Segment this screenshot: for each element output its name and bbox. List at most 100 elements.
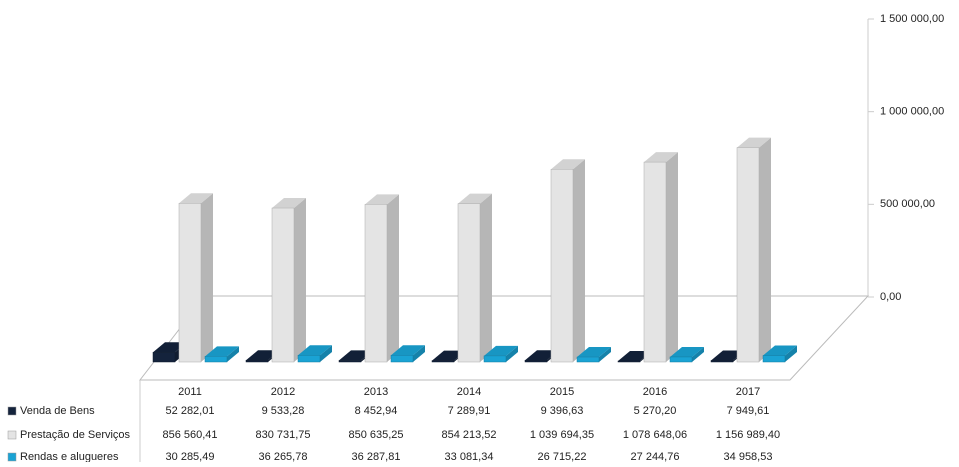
bar-face [204,356,228,363]
legend-label: Venda de Bens [20,405,95,417]
bar-face [432,350,466,361]
bar [762,345,797,363]
bar-face [573,159,585,362]
bar [364,194,399,363]
table-value: 36 287,81 [352,451,401,462]
bar-face [763,345,797,356]
bar-face [484,345,518,356]
y-tick-label: 500 000,00 [880,198,935,210]
table-value: 26 715,22 [538,451,587,462]
bar-face [670,346,704,357]
bar [643,152,678,363]
bar-face [339,350,373,361]
x-tick-label: 2016 [643,386,667,398]
bar-face [550,169,574,363]
x-tick-label: 2011 [178,386,202,398]
bar-face [320,345,332,362]
table-value: 7 949,61 [727,405,770,417]
bar-face [577,347,611,358]
bar-face [599,347,611,362]
bar-face [762,355,786,363]
bar-face [413,345,425,362]
bar-face [201,193,213,362]
x-tick-label: 2014 [457,386,481,398]
table-value: 830 731,75 [255,429,310,441]
legend-swatch [7,430,17,440]
bar [483,345,518,363]
x-tick-label: 2012 [271,386,295,398]
bar-face [525,350,559,361]
table-value: 1 156 989,40 [716,429,780,441]
bar [576,347,611,363]
bar [204,346,239,363]
bar-face [457,203,481,363]
bar-face [227,346,239,362]
table-value: 1 039 694,35 [530,429,594,441]
bar-face [298,345,332,356]
x-tick-label: 2017 [736,386,760,398]
table-value: 9 396,63 [541,405,584,417]
legend-swatch [7,406,17,416]
bar-face [618,351,652,362]
bar [297,345,332,363]
table-value: 854 213,52 [441,429,496,441]
bar-face [294,198,306,362]
table-value: 5 270,20 [634,405,677,417]
table-value: 33 081,34 [445,451,494,462]
bar-face [669,356,693,363]
bar-face [480,193,492,362]
bar-face [551,159,585,170]
table-value: 36 265,78 [259,451,308,462]
bar-face [737,137,771,148]
bar-face [524,360,548,363]
bar [271,198,306,363]
bar-face [364,204,388,363]
bar [736,137,771,363]
legend-swatch [7,452,17,462]
bar-face [271,207,295,363]
bar-face [338,360,362,363]
bar-face [245,359,269,363]
table-value: 27 244,76 [631,451,680,462]
bar-face [736,147,760,363]
bar-face [576,356,600,363]
x-tick-label: 2013 [364,386,388,398]
table-value: 30 285,49 [166,451,215,462]
bar [457,193,492,363]
legend-label: Prestação de Serviços [20,429,131,441]
y-tick-label: 0,00 [880,291,901,303]
y-tick-label: 1 500 000,00 [880,13,944,25]
bar [390,345,425,363]
bar-face [711,350,745,361]
table-value: 856 560,41 [162,429,217,441]
bar-face [483,355,507,363]
bar-face [391,345,425,356]
y-tick-label: 1 000 000,00 [880,106,944,118]
bar-face [643,161,667,363]
bar [550,159,585,363]
bar-face [387,194,399,362]
table-value: 8 452,94 [355,405,398,417]
table-value: 9 533,28 [262,405,305,417]
x-tick-label: 2015 [550,386,574,398]
bar [669,346,704,363]
bar-face [153,342,187,353]
bar-face [390,355,414,363]
bar-face [506,345,518,362]
bar-face [179,193,213,204]
bar-face [178,203,202,363]
bar-face [692,346,704,362]
bar-face [785,345,797,362]
bar-face [431,360,455,363]
bar-face [644,152,678,163]
bar-face [458,193,492,204]
bar-face [246,350,280,361]
bar-face [297,355,321,363]
legend-label: Rendas e alugueres [20,451,119,462]
table-value: 850 635,25 [348,429,403,441]
table-value: 52 282,01 [166,405,215,417]
bar-face [666,152,678,362]
bar-face [272,198,306,209]
table-value: 34 958,53 [724,451,773,462]
